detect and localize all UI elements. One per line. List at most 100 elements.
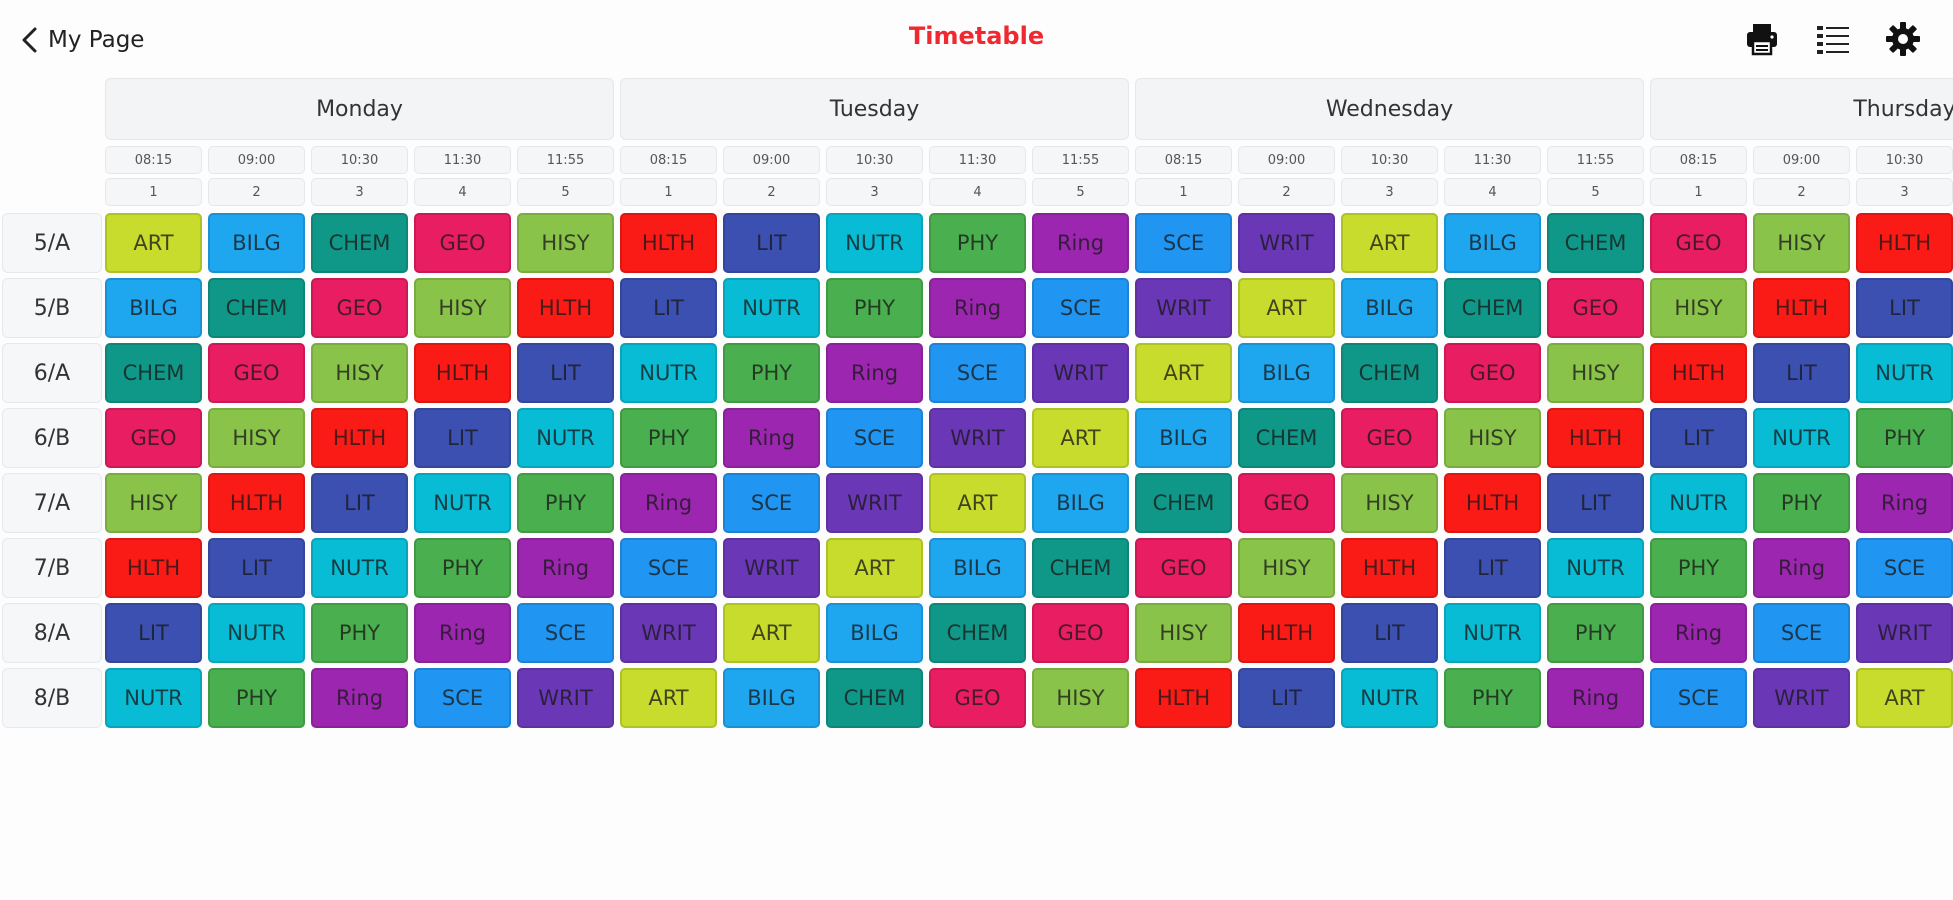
lesson-cell[interactable]: Ring	[1547, 668, 1644, 728]
lesson-cell[interactable]: SCE	[517, 603, 614, 663]
lesson-cell[interactable]: SCE	[414, 668, 511, 728]
lesson-cell[interactable]: SCE	[723, 473, 820, 533]
lesson-cell[interactable]: ART	[826, 538, 923, 598]
lesson-cell[interactable]: NUTR	[414, 473, 511, 533]
lesson-cell[interactable]: CHEM	[105, 343, 202, 403]
lesson-cell[interactable]: GEO	[1547, 278, 1644, 338]
lesson-cell[interactable]: PHY	[1650, 538, 1747, 598]
lesson-cell[interactable]: WRIT	[1135, 278, 1232, 338]
settings-button[interactable]	[1880, 16, 1926, 62]
lesson-cell[interactable]: CHEM	[1032, 538, 1129, 598]
lesson-cell[interactable]: BILG	[1135, 408, 1232, 468]
lesson-cell[interactable]: ART	[1032, 408, 1129, 468]
lesson-cell[interactable]: PHY	[1856, 408, 1953, 468]
lesson-cell[interactable]: HISY	[1032, 668, 1129, 728]
lesson-cell[interactable]: SCE	[1032, 278, 1129, 338]
lesson-cell[interactable]: GEO	[311, 278, 408, 338]
lesson-cell[interactable]: LIT	[311, 473, 408, 533]
lesson-cell[interactable]: SCE	[929, 343, 1026, 403]
lesson-cell[interactable]: LIT	[1856, 278, 1953, 338]
lesson-cell[interactable]: GEO	[1444, 343, 1541, 403]
lesson-cell[interactable]: NUTR	[1753, 408, 1850, 468]
lesson-cell[interactable]: Ring	[414, 603, 511, 663]
lesson-cell[interactable]: SCE	[1753, 603, 1850, 663]
lesson-cell[interactable]: HISY	[311, 343, 408, 403]
lesson-cell[interactable]: BILG	[1341, 278, 1438, 338]
lesson-cell[interactable]: HISY	[1341, 473, 1438, 533]
lesson-cell[interactable]: HLTH	[1650, 343, 1747, 403]
lesson-cell[interactable]: WRIT	[1238, 213, 1335, 273]
lesson-cell[interactable]: Ring	[620, 473, 717, 533]
lesson-cell[interactable]: BILG	[208, 213, 305, 273]
lesson-cell[interactable]: CHEM	[208, 278, 305, 338]
lesson-cell[interactable]: NUTR	[517, 408, 614, 468]
lesson-cell[interactable]: HISY	[1650, 278, 1747, 338]
back-button[interactable]: My Page	[18, 18, 144, 62]
list-view-button[interactable]	[1810, 16, 1856, 62]
lesson-cell[interactable]: WRIT	[1753, 668, 1850, 728]
lesson-cell[interactable]: GEO	[414, 213, 511, 273]
lesson-cell[interactable]: HLTH	[311, 408, 408, 468]
lesson-cell[interactable]: SCE	[826, 408, 923, 468]
lesson-cell[interactable]: LIT	[208, 538, 305, 598]
print-button[interactable]	[1739, 16, 1785, 62]
lesson-cell[interactable]: BILG	[105, 278, 202, 338]
lesson-cell[interactable]: LIT	[1238, 668, 1335, 728]
lesson-cell[interactable]: PHY	[1547, 603, 1644, 663]
lesson-cell[interactable]: HLTH	[1238, 603, 1335, 663]
lesson-cell[interactable]: HISY	[208, 408, 305, 468]
lesson-cell[interactable]: LIT	[1753, 343, 1850, 403]
lesson-cell[interactable]: NUTR	[1856, 343, 1953, 403]
lesson-cell[interactable]: LIT	[620, 278, 717, 338]
lesson-cell[interactable]: NUTR	[826, 213, 923, 273]
lesson-cell[interactable]: PHY	[311, 603, 408, 663]
lesson-cell[interactable]: WRIT	[1856, 603, 1953, 663]
lesson-cell[interactable]: WRIT	[620, 603, 717, 663]
lesson-cell[interactable]: PHY	[414, 538, 511, 598]
lesson-cell[interactable]: Ring	[517, 538, 614, 598]
lesson-cell[interactable]: WRIT	[826, 473, 923, 533]
lesson-cell[interactable]: GEO	[929, 668, 1026, 728]
lesson-cell[interactable]: CHEM	[1341, 343, 1438, 403]
lesson-cell[interactable]: LIT	[1650, 408, 1747, 468]
lesson-cell[interactable]: GEO	[1341, 408, 1438, 468]
lesson-cell[interactable]: HLTH	[208, 473, 305, 533]
lesson-cell[interactable]: GEO	[1650, 213, 1747, 273]
lesson-cell[interactable]: BILG	[929, 538, 1026, 598]
lesson-cell[interactable]: HISY	[1238, 538, 1335, 598]
lesson-cell[interactable]: BILG	[1238, 343, 1335, 403]
lesson-cell[interactable]: LIT	[414, 408, 511, 468]
lesson-cell[interactable]: CHEM	[311, 213, 408, 273]
lesson-cell[interactable]: HISY	[517, 213, 614, 273]
lesson-cell[interactable]: LIT	[105, 603, 202, 663]
lesson-cell[interactable]: WRIT	[929, 408, 1026, 468]
lesson-cell[interactable]: NUTR	[1650, 473, 1747, 533]
lesson-cell[interactable]: WRIT	[517, 668, 614, 728]
lesson-cell[interactable]: PHY	[929, 213, 1026, 273]
lesson-cell[interactable]: ART	[105, 213, 202, 273]
lesson-cell[interactable]: GEO	[1238, 473, 1335, 533]
lesson-cell[interactable]: WRIT	[1032, 343, 1129, 403]
lesson-cell[interactable]: NUTR	[105, 668, 202, 728]
lesson-cell[interactable]: GEO	[1135, 538, 1232, 598]
lesson-cell[interactable]: HLTH	[1341, 538, 1438, 598]
lesson-cell[interactable]: PHY	[723, 343, 820, 403]
lesson-cell[interactable]: LIT	[1444, 538, 1541, 598]
lesson-cell[interactable]: GEO	[105, 408, 202, 468]
lesson-cell[interactable]: WRIT	[723, 538, 820, 598]
lesson-cell[interactable]: CHEM	[1135, 473, 1232, 533]
lesson-cell[interactable]: NUTR	[1444, 603, 1541, 663]
lesson-cell[interactable]: HLTH	[1444, 473, 1541, 533]
lesson-cell[interactable]: LIT	[1341, 603, 1438, 663]
lesson-cell[interactable]: LIT	[517, 343, 614, 403]
lesson-cell[interactable]: PHY	[1444, 668, 1541, 728]
lesson-cell[interactable]: PHY	[620, 408, 717, 468]
lesson-cell[interactable]: NUTR	[723, 278, 820, 338]
lesson-cell[interactable]: HLTH	[1547, 408, 1644, 468]
lesson-cell[interactable]: HISY	[414, 278, 511, 338]
lesson-cell[interactable]: PHY	[1753, 473, 1850, 533]
lesson-cell[interactable]: CHEM	[929, 603, 1026, 663]
lesson-cell[interactable]: BILG	[1032, 473, 1129, 533]
lesson-cell[interactable]: HISY	[1547, 343, 1644, 403]
lesson-cell[interactable]: HLTH	[105, 538, 202, 598]
